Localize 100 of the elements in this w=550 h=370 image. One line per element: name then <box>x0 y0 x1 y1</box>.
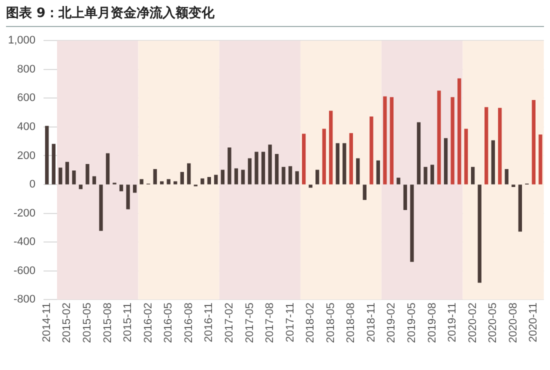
bar <box>349 133 353 184</box>
y-tick-label: 1,000 <box>8 34 36 47</box>
bar <box>241 170 245 184</box>
bar <box>106 153 110 184</box>
x-tick-label: 2017-08 <box>264 302 276 344</box>
y-tick-label: 800 <box>17 63 36 76</box>
bar <box>450 97 454 184</box>
bar <box>410 184 414 262</box>
bar <box>383 96 387 184</box>
bar <box>99 184 103 231</box>
bar <box>430 164 434 184</box>
x-tick-label: 2020-08 <box>507 302 520 344</box>
bar <box>457 78 462 184</box>
bar <box>261 152 266 184</box>
x-tick-label: 2015-02 <box>61 302 74 344</box>
y-tick-label: -600 <box>13 264 36 277</box>
bar <box>140 179 144 184</box>
bar <box>58 168 62 184</box>
y-tick-label: 600 <box>17 92 36 104</box>
x-tick-label: 2020-11 <box>528 302 540 342</box>
bar <box>322 128 326 184</box>
x-tick-label: 2020-05 <box>487 302 500 344</box>
bar <box>504 169 508 184</box>
bar <box>498 108 502 184</box>
y-tick-label: -800 <box>13 294 36 306</box>
bar <box>52 144 56 184</box>
bar <box>471 166 475 184</box>
bar <box>396 178 400 184</box>
bar <box>72 170 76 184</box>
bar <box>464 128 468 184</box>
bar <box>234 168 238 184</box>
x-tick-label: 2019-08 <box>426 302 438 344</box>
bar <box>92 176 96 184</box>
bar <box>444 138 448 184</box>
x-tick-label: 2015-08 <box>102 302 114 344</box>
bar <box>282 166 286 184</box>
bar <box>390 97 394 184</box>
chart-title: 图表 9：北上单月资金净流入额变化 <box>6 4 544 27</box>
bar <box>119 184 124 192</box>
bar <box>295 171 299 184</box>
bar <box>200 178 204 184</box>
bar <box>45 126 49 184</box>
bar <box>180 172 184 184</box>
bar <box>532 100 536 184</box>
bar <box>86 164 90 184</box>
bar <box>126 184 130 210</box>
x-tick-label: 2016-08 <box>182 302 195 344</box>
bar <box>316 170 320 184</box>
y-tick-label: -200 <box>13 207 36 220</box>
bar <box>153 169 157 184</box>
bar <box>254 152 258 184</box>
x-tick-label: 2016-05 <box>162 302 175 344</box>
y-tick-label: -400 <box>13 236 36 248</box>
bar <box>132 184 137 193</box>
bar <box>65 162 70 184</box>
bar <box>484 107 488 184</box>
x-tick-label: 2015-11 <box>122 302 134 342</box>
bar <box>416 122 421 184</box>
x-tick-label: 2018-02 <box>304 302 317 344</box>
bar <box>308 184 312 188</box>
bar <box>248 158 252 184</box>
bar <box>207 176 211 184</box>
y-tick-label: 0 <box>29 178 36 191</box>
x-tick-label: 2017-05 <box>244 302 256 344</box>
bar <box>228 147 232 184</box>
bar <box>160 181 164 184</box>
bar <box>437 90 441 184</box>
x-tick-label: 2017-02 <box>223 302 236 344</box>
x-tick-label: 2018-08 <box>345 302 358 344</box>
bar <box>166 179 170 184</box>
bar <box>403 184 408 210</box>
x-tick-label: 2020-02 <box>466 302 479 344</box>
bar <box>214 174 218 184</box>
bar <box>268 144 272 184</box>
bar <box>336 143 340 184</box>
x-tick-label: 2018-05 <box>324 302 337 344</box>
bar <box>187 163 191 184</box>
x-tick-label: 2017-11 <box>284 302 296 342</box>
bar <box>342 143 346 184</box>
bar <box>518 184 522 232</box>
x-tick-label: 2018-11 <box>365 302 378 342</box>
bar <box>220 170 225 184</box>
bar <box>538 134 542 184</box>
bar <box>362 184 366 200</box>
x-tick-label: 2014-11 <box>40 302 53 342</box>
bar <box>356 158 360 184</box>
x-tick-label: 2019-02 <box>386 302 398 344</box>
bar <box>78 184 83 190</box>
bar <box>376 160 380 184</box>
bar <box>329 110 333 184</box>
y-tick-label: 400 <box>17 120 36 133</box>
bar <box>288 166 292 184</box>
bar <box>274 154 279 184</box>
bar <box>174 181 178 184</box>
x-tick-label: 2016-11 <box>203 302 216 342</box>
bar <box>424 166 428 184</box>
bar <box>370 116 374 184</box>
x-tick-label: 2016-02 <box>142 302 154 344</box>
x-tick-label: 2015-05 <box>82 302 94 344</box>
y-tick-label: 200 <box>17 150 36 162</box>
